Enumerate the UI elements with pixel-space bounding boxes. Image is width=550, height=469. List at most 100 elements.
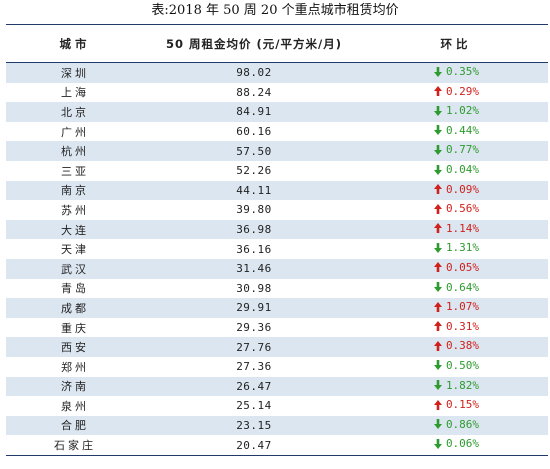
price-cell: 29.36 [236,321,272,335]
price-cell: 20.47 [236,438,272,452]
change-cell: 0.64% [364,281,548,297]
change-text: 0.09% [445,182,480,196]
arrow-down-icon [433,66,442,77]
table-row: 成都 29.91 1.07% [6,298,548,318]
change-cell: 0.77% [364,143,548,159]
price-cell: 30.98 [236,281,272,295]
arrow-down-icon [433,164,442,175]
header-city: 城市 [59,36,91,51]
change-value: 0.05% [433,261,479,274]
change-text: 0.64% [445,280,480,294]
change-cell: 0.15% [364,398,548,414]
change-cell: 0.09% [364,183,548,199]
change-cell: 1.82% [364,379,548,395]
table-row: 青岛 30.98 0.64% [6,279,548,299]
change-cell: 0.50% [364,359,548,375]
price-cell: 27.36 [236,360,272,374]
city-cell: 成都 [61,301,89,315]
arrow-down-icon [433,144,442,155]
change-value: 1.07% [433,300,479,313]
change-value: 0.86% [433,418,479,431]
table-row: 三亚 52.26 0.04% [6,161,548,181]
change-cell: 0.56% [364,202,548,218]
change-text: 0.35% [445,65,480,79]
table-row: 上海 88.24 0.29% [6,83,548,103]
table-row: 石家庄 20.47 0.06% [6,435,548,455]
price-cell: 36.16 [236,242,272,256]
change-cell: 0.38% [364,339,548,355]
price-cell: 57.50 [236,144,272,158]
city-cell: 南京 [61,184,89,198]
city-cell: 郑州 [61,360,89,374]
table-row: 重庆 29.36 0.31% [6,318,548,338]
table-row: 北京 84.91 1.02% [6,102,548,122]
city-cell: 泉州 [61,399,89,413]
price-cell: 25.14 [236,399,272,413]
price-cell: 29.91 [236,301,272,315]
city-cell: 天津 [61,243,89,257]
city-cell: 武汉 [61,262,89,276]
price-cell: 26.47 [236,379,272,393]
change-value: 0.77% [433,143,479,156]
city-cell: 济南 [61,380,89,394]
change-text: 0.44% [445,123,480,137]
change-value: 1.31% [433,241,479,254]
change-cell: 0.04% [364,163,548,179]
table-row: 天津 36.16 1.31% [6,239,548,259]
arrow-up-icon [433,184,442,195]
city-cell: 重庆 [61,321,89,335]
change-cell: 0.06% [364,437,548,453]
change-text: 1.31% [445,241,480,255]
change-value: 1.02% [433,104,479,117]
city-cell: 石家庄 [54,439,96,453]
change-text: 0.86% [445,417,480,431]
change-text: 0.77% [445,143,480,157]
arrow-down-icon [433,242,442,253]
city-cell: 杭州 [61,145,89,159]
change-cell: 0.35% [364,65,548,81]
city-cell: 上海 [61,86,89,100]
change-cell: 0.29% [364,85,548,101]
table-row: 武汉 31.46 0.05% [6,258,548,279]
table-row: 泉州 25.14 0.15% [6,396,548,416]
city-cell: 北京 [61,105,89,119]
change-cell: 0.31% [364,320,548,336]
change-text: 0.15% [445,398,480,412]
table-row: 杭州 57.50 0.77% [6,141,548,161]
city-cell: 广州 [61,125,89,139]
price-cell: 98.02 [236,66,272,80]
table-header: 城市 50 周租金均价 (元/平方米/月) 环比 [6,25,548,63]
change-text: 1.07% [445,300,480,314]
price-cell: 39.80 [236,203,272,217]
table-row: 苏州 39.80 0.56% [6,200,548,220]
arrow-up-icon [433,321,442,332]
change-value: 1.82% [433,379,479,392]
city-cell: 合肥 [61,419,89,433]
table-body: 深圳 98.02 0.35% 上海 88.24 0.29% 北京 84.91 1.02% 广州 60… [6,63,548,455]
city-cell: 苏州 [61,203,89,217]
change-text: 0.04% [445,163,480,177]
change-value: 0.56% [433,202,479,215]
price-cell: 31.46 [236,262,272,276]
city-cell: 西安 [61,341,89,355]
change-cell: 0.86% [364,418,548,434]
change-value: 0.50% [433,359,479,372]
arrow-up-icon [433,223,442,234]
change-value: 0.38% [433,339,479,352]
table-row: 郑州 27.36 0.50% [6,357,548,377]
price-cell: 36.98 [236,223,272,237]
table-title: 表:2018 年 50 周 20 个重点城市租赁均价 [151,3,399,18]
change-cell: 1.02% [364,104,548,120]
change-cell: 1.31% [364,241,548,257]
rent-table: 城市 50 周租金均价 (元/平方米/月) 环比 深圳 98.02 0.35% 上海 8… [6,24,548,456]
arrow-down-icon [433,282,442,293]
change-text: 0.06% [445,437,480,451]
change-text: 0.38% [445,339,480,353]
change-cell: 0.05% [364,261,548,277]
arrow-up-icon [433,340,442,351]
header-change: 环比 [440,36,472,51]
arrow-down-icon [433,419,442,430]
arrow-down-icon [433,380,442,391]
change-text: 0.05% [445,260,480,274]
change-text: 1.82% [445,378,480,392]
